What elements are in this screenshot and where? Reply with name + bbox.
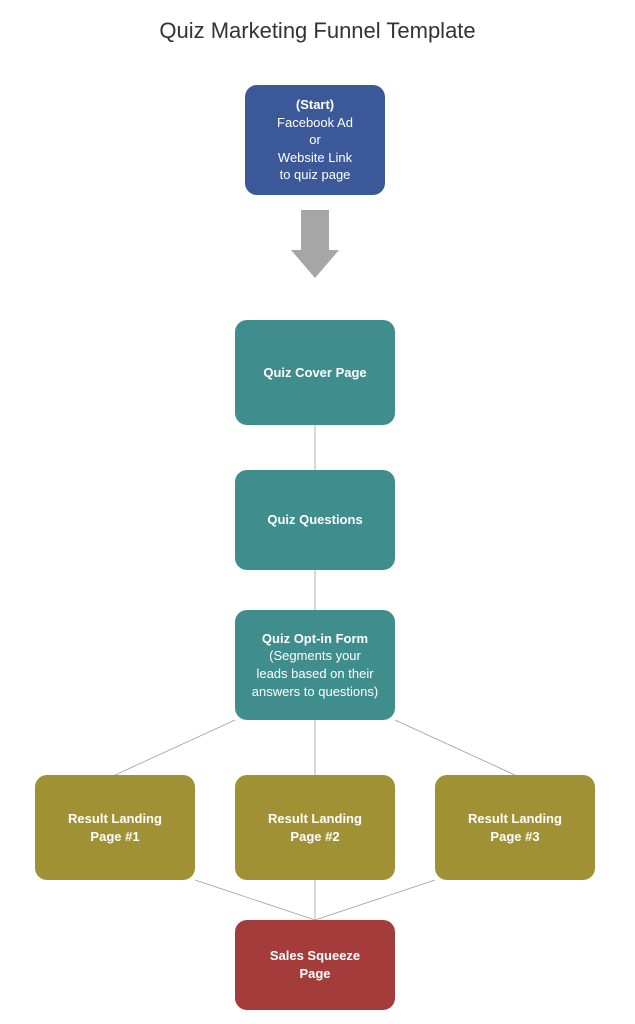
node-line: Result Landing (468, 810, 562, 828)
node-line: Website Link (278, 149, 352, 167)
edge (115, 720, 235, 775)
node-sales: Sales SqueezePage (235, 920, 395, 1010)
node-result3: Result LandingPage #3 (435, 775, 595, 880)
arrow-shaft (301, 210, 329, 250)
node-result2: Result LandingPage #2 (235, 775, 395, 880)
node-line: leads based on their (256, 665, 373, 683)
node-line: answers to questions) (252, 683, 378, 701)
node-line: Sales Squeeze (270, 947, 360, 965)
edge (195, 880, 315, 920)
node-line: Page #3 (490, 828, 539, 846)
node-cover: Quiz Cover Page (235, 320, 395, 425)
chart-title: Quiz Marketing Funnel Template (0, 18, 635, 44)
node-result1: Result LandingPage #1 (35, 775, 195, 880)
node-line: Result Landing (68, 810, 162, 828)
node-line: (Segments your (269, 647, 361, 665)
node-line: Quiz Opt-in Form (262, 630, 368, 648)
node-start: (Start)Facebook AdorWebsite Linkto quiz … (245, 85, 385, 195)
node-line: (Start) (296, 96, 334, 114)
node-line: Quiz Cover Page (263, 364, 366, 382)
node-line: Result Landing (268, 810, 362, 828)
node-questions: Quiz Questions (235, 470, 395, 570)
flowchart-canvas: Quiz Marketing Funnel Template (Start)Fa… (0, 0, 635, 1024)
node-line: Page #1 (90, 828, 139, 846)
node-line: Page #2 (290, 828, 339, 846)
node-line: to quiz page (280, 166, 351, 184)
edge (315, 880, 435, 920)
down-arrow-icon (291, 210, 339, 278)
node-optin: Quiz Opt-in Form(Segments yourleads base… (235, 610, 395, 720)
node-line: Page (299, 965, 330, 983)
node-line: Quiz Questions (267, 511, 362, 529)
node-line: or (309, 131, 321, 149)
node-line: Facebook Ad (277, 114, 353, 132)
edge (395, 720, 515, 775)
arrow-head (291, 250, 339, 278)
